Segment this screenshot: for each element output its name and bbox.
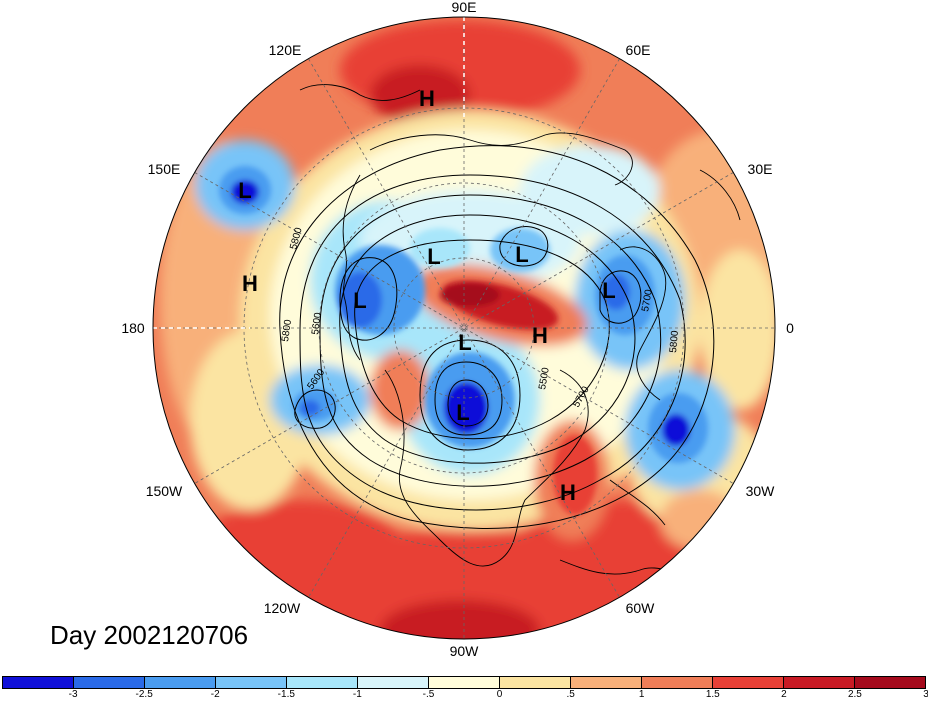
colorbar-tick-label: 1 [638, 689, 645, 700]
map-boundary [152, 16, 776, 640]
colorbar-tick-label: .5 [566, 689, 575, 700]
colorbar-swatch [571, 677, 642, 688]
high-center: H [532, 323, 548, 348]
contour-label: 5500 [537, 366, 552, 390]
colorbar-swatch [358, 677, 429, 688]
grid-white-overlay [153, 17, 465, 329]
colorbar-swatch [287, 677, 358, 688]
colorbar-tick-label: -1 [352, 689, 362, 700]
lon-label-150w: 150W [146, 483, 183, 499]
high-center: H [560, 480, 576, 505]
lon-label-0: 0 [786, 320, 794, 336]
low-center: L [456, 400, 469, 425]
colorbar-swatch [216, 677, 287, 688]
lon-label-60e: 60E [626, 42, 651, 58]
colorbar-swatch [429, 677, 500, 688]
colorbar-tick-label: 2.5 [847, 689, 862, 700]
lon-label-30w: 30W [746, 483, 776, 499]
lon-label-150e: 150E [148, 161, 181, 177]
lon-label-90w: 90W [450, 643, 480, 659]
lon-label-120e: 120E [269, 42, 302, 58]
lon-label-90e: 90E [452, 0, 477, 15]
colorbar-tick-label: 0 [496, 689, 503, 700]
low-center: L [458, 330, 471, 355]
colorbar-tick-label: -2 [210, 689, 220, 700]
lon-label-120w: 120W [264, 600, 301, 616]
coastlines [299, 84, 741, 575]
colorbar-swatch [74, 677, 145, 688]
colorbar-swatch [642, 677, 713, 688]
colorbar-tick-label: -3 [68, 689, 78, 700]
colorbar-tick-label: -1.5 [277, 689, 295, 700]
colorbar-ticks: -3 -2.5 -2 -1.5 -1 -.5 0 .5 1 1.5 2 2.5 3 [2, 689, 928, 702]
high-center: H [419, 86, 435, 111]
colorbar-tick-label: -.5 [422, 689, 435, 700]
day-label: Day 2002120706 [50, 620, 249, 650]
contour-label: 5800 [668, 330, 681, 354]
colorbar-swatch [145, 677, 216, 688]
contour-label: 5800 [280, 318, 294, 342]
low-center: L [238, 178, 251, 203]
graticule [153, 17, 775, 639]
colorbar [2, 676, 926, 689]
low-center: L [353, 288, 366, 313]
contour-label: 5700 [640, 288, 655, 312]
lon-label-60w: 60W [626, 600, 656, 616]
colorbar-tick-label: -2.5 [135, 689, 153, 700]
colorbar-swatch [784, 677, 855, 688]
colorbar-tick-label: 1.5 [705, 689, 720, 700]
colorbar-swatch [855, 677, 925, 688]
height-contours [279, 145, 715, 529]
colorbar-swatch [713, 677, 784, 688]
lon-label-180: 180 [121, 320, 145, 336]
contour-label: 5600 [310, 311, 324, 335]
colorbar-tick-label: 2 [781, 689, 787, 700]
low-center: L [427, 244, 440, 269]
low-center: L [515, 242, 528, 267]
low-center: L [602, 278, 615, 303]
lon-label-30e: 30E [748, 161, 773, 177]
colorbar-swatch [500, 677, 571, 688]
high-center: H [242, 271, 258, 296]
colorbar-tick-label: 3 [923, 689, 928, 700]
colorbar-swatch [3, 677, 74, 688]
